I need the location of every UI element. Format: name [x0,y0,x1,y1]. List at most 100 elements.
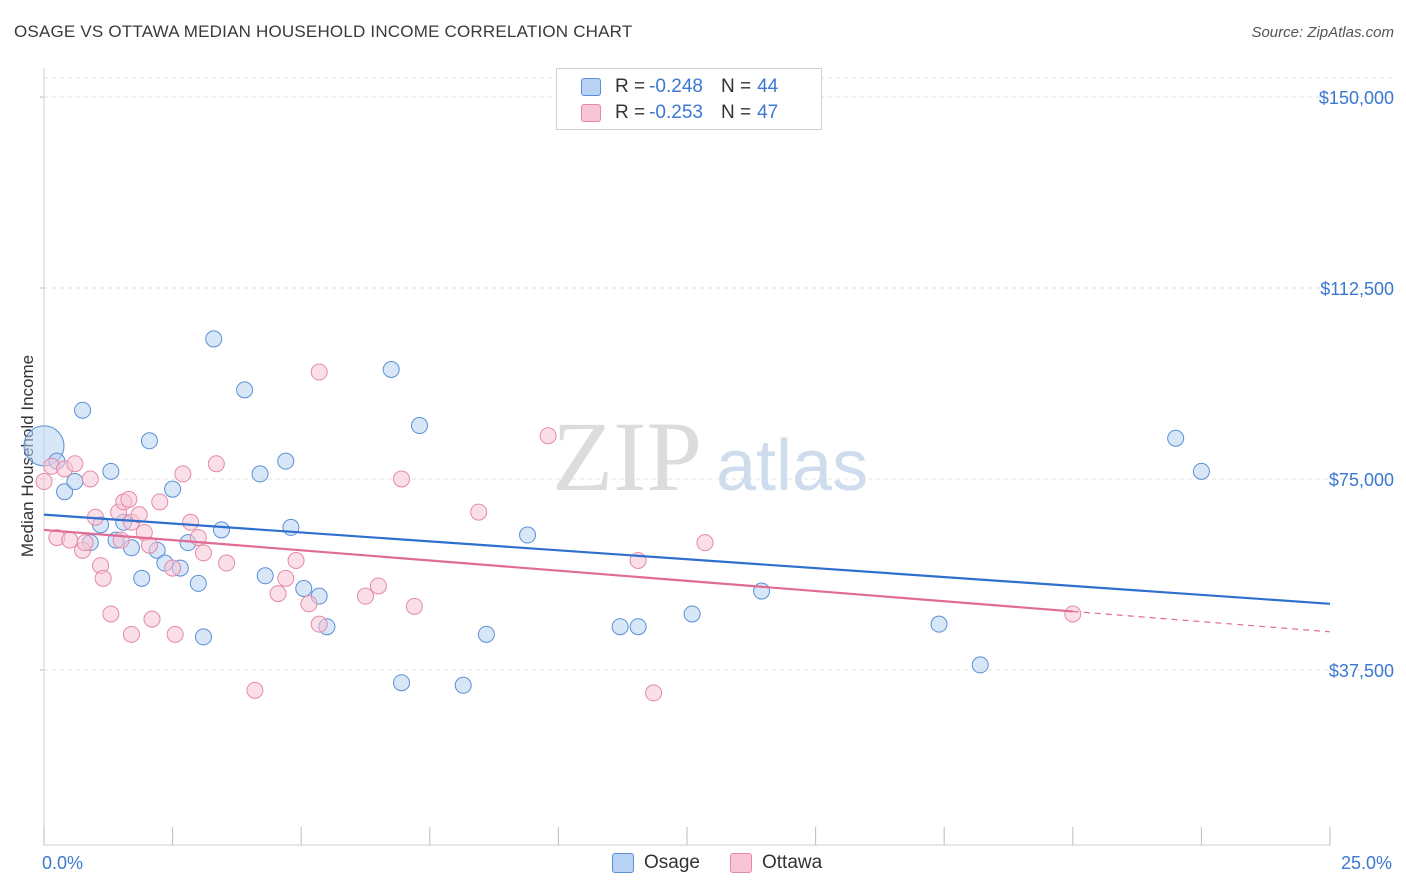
legend-row-osage: R = -0.248 N = 44 [581,75,778,99]
ottawa-point [357,587,374,605]
osage-trend-line [43,513,1331,605]
ottawa-point [130,506,148,524]
chart-title: OSAGE VS OTTAWA MEDIAN HOUSEHOLD INCOME … [14,22,633,41]
chart-source: Source: ZipAtlas.com [1251,24,1394,41]
ottawa-legend-label: Ottawa [761,852,823,873]
legend-n-value: 47 [757,102,779,123]
osage-point [629,618,647,636]
ottawa-point [300,595,318,613]
legend-n-label: N = [720,102,752,123]
y-tick-label: $75,000 [1329,470,1394,490]
osage-point [236,381,254,399]
ottawa-point [122,625,140,643]
watermark-zip: ZIP [552,401,702,512]
osage-point [102,462,120,480]
ottawa-point [1064,605,1082,623]
ottawa-point [269,585,287,603]
ottawa-point [470,503,488,521]
osage-point [277,452,295,470]
osage-legend-swatch [612,853,634,873]
ottawa-point [369,577,387,595]
ottawa-swatch [581,104,601,122]
ottawa-legend-swatch [729,853,752,873]
ottawa-point [166,625,184,643]
osage-point [971,656,989,674]
osage-point [212,521,230,539]
y-tick-label: $37,500 [1329,661,1394,681]
ottawa-point [164,559,182,577]
osage-point [256,567,274,585]
ottawa-point [151,493,169,511]
ottawa-point [277,569,295,587]
ottawa-point [66,455,84,473]
osage-point [611,618,629,636]
ottawa-point [310,363,328,381]
ottawa-point [120,490,138,508]
osage-point [1192,462,1210,480]
ottawa-point [81,470,99,488]
ottawa-point [207,455,225,473]
correlation-legend: R = -0.248 N = 44 R = -0.253 N = 47 [556,68,822,130]
ottawa-trend-extension [1072,610,1331,633]
ottawa-point [310,615,328,633]
ottawa-point [393,470,411,488]
osage-point [251,465,269,483]
trend-lines [43,513,1331,633]
osage-point [205,330,223,348]
y-tick-label: $150,000 [1319,88,1394,108]
ottawa-point [35,473,53,491]
x-tick-label-max: 25.0% [1341,853,1392,873]
watermark: ZIP atlas [552,401,868,512]
legend-r-label: R = [615,102,646,123]
osage-point [393,674,411,692]
legend-r-value: -0.248 [649,76,703,97]
ottawa-point [182,513,200,531]
tick-labels: $150,000 $112,500 $75,000 $37,500 0.0% 25.0% [42,88,1394,873]
osage-point [189,574,207,592]
ottawa-point [696,534,714,552]
ottawa-point [539,427,557,445]
x-tick-label-min: 0.0% [42,853,83,873]
osage-swatch [581,78,601,96]
ottawa-point [246,681,264,699]
osage-point [295,580,313,598]
legend-n-value: 44 [757,76,779,97]
osage-point [1167,429,1185,447]
y-tick-label: $112,500 [1320,279,1394,299]
osage-point [930,615,948,633]
osage-point [454,676,472,694]
ottawa-point [143,610,161,628]
series-legend-osage[interactable]: Osage [612,852,700,874]
series-legend: Osage Ottawa [612,852,852,874]
ottawa-trend-line [43,528,1073,613]
osage-point [56,483,74,501]
ottawa-point [287,551,305,569]
gridlines [44,77,1396,671]
osage-point [164,480,182,498]
ottawa-point [102,605,120,623]
ottawa-point [194,544,212,562]
ottawa-point [405,597,423,615]
watermark-atlas: atlas [716,426,868,506]
ottawa-point [218,554,236,572]
legend-n-label: N = [720,76,752,97]
ottawa-point [174,465,192,483]
data-points [23,330,1210,702]
legend-r-label: R = [615,76,646,97]
osage-point [477,625,495,643]
osage-point [382,360,400,378]
osage-point [66,473,84,491]
legend-row-ottawa: R = -0.253 N = 47 [581,101,778,125]
osage-point [133,569,151,587]
osage-point [411,417,429,435]
osage-point [140,432,158,450]
ottawa-point [645,684,663,702]
series-legend-ottawa[interactable]: Ottawa [729,852,823,874]
legend-r-value: -0.253 [649,102,703,123]
osage-point [519,526,537,544]
ottawa-point [76,534,94,552]
osage-point [194,628,212,646]
osage-point [74,401,92,419]
osage-legend-label: Osage [644,852,700,873]
